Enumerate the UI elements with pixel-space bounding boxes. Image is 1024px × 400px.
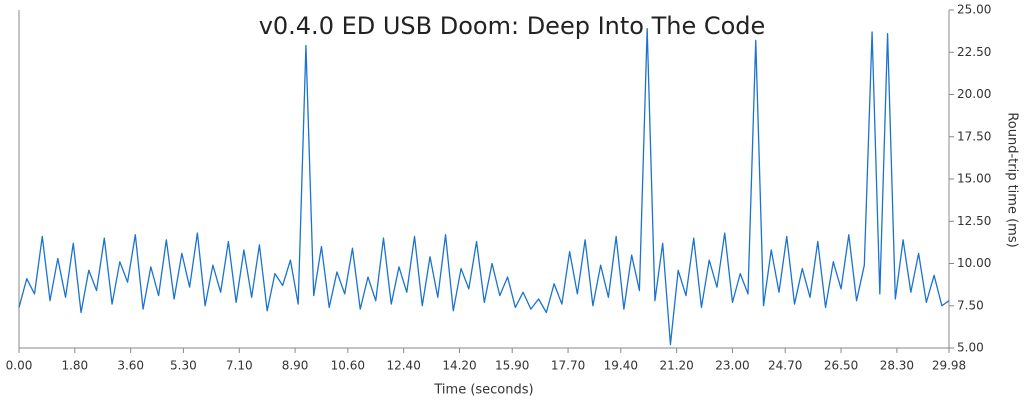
y-tick-label: 20.00 [957,87,991,101]
y-tick-label: 17.50 [957,129,991,143]
y-tick-label: 5.00 [957,341,984,355]
x-tick-label: 7.10 [226,359,253,373]
y-tick-label: 15.00 [957,172,991,186]
y-tick-label: 22.50 [957,45,991,59]
x-tick-label: 19.40 [604,359,638,373]
x-tick-label: 21.20 [659,359,693,373]
chart-title: v0.4.0 ED USB Doom: Deep Into The Code [259,12,766,40]
y-tick-label: 12.50 [957,214,991,228]
y-tick-label: 7.50 [957,298,984,312]
x-tick-label: 5.30 [170,359,197,373]
x-tick-label: 24.70 [768,359,802,373]
x-tick-label: 29.98 [932,359,966,373]
x-tick-label: 26.50 [824,359,858,373]
x-tick-label: 23.00 [715,359,749,373]
x-tick-label: 0.00 [6,359,33,373]
x-tick-label: 12.40 [386,359,420,373]
x-tick-label: 1.80 [61,359,88,373]
x-tick-label: 17.70 [551,359,585,373]
y-tick-label: 25.00 [957,3,991,17]
x-tick-label: 14.20 [442,359,476,373]
y-tick-label: 10.00 [957,256,991,270]
x-tick-label: 10.60 [331,359,365,373]
x-axis-label: Time (seconds) [433,383,533,398]
x-tick-label: 8.90 [282,359,309,373]
x-tick-label: 28.30 [880,359,914,373]
data-line [18,27,950,346]
y-axis-label: Round-trip time (ms) [1005,112,1020,247]
x-tick-label: 3.60 [117,359,144,373]
x-tick-label: 15.90 [495,359,529,373]
